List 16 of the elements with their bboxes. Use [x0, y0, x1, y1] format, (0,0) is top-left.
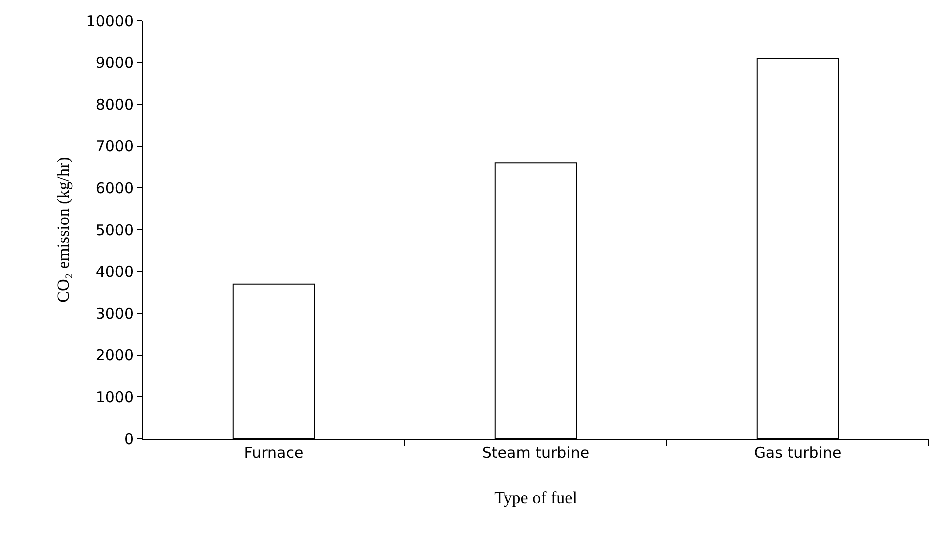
y-tick-label: 0 — [124, 430, 134, 448]
y-tick-label: 9000 — [96, 54, 134, 72]
y-axis-title: CO₂ emission (kg/hr) — [54, 157, 73, 303]
y-tick-label: 2000 — [96, 346, 134, 365]
x-tick-label: Gas turbine — [754, 444, 842, 462]
y-tick-label: 8000 — [96, 96, 134, 114]
y-tick-label: 6000 — [96, 179, 134, 198]
y-tick-label: 10000 — [86, 12, 134, 30]
x-tick-label: Furnace — [244, 444, 304, 462]
y-tick-label: 1000 — [96, 388, 134, 406]
y-tick-label: 4000 — [96, 263, 134, 282]
x-axis-title: Type of fuel — [494, 488, 578, 508]
y-tick-label: 7000 — [96, 138, 134, 156]
x-tick-label: Steam turbine — [482, 444, 590, 462]
y-tick-label: 5000 — [96, 221, 134, 240]
y-tick-label: 3000 — [96, 304, 134, 323]
